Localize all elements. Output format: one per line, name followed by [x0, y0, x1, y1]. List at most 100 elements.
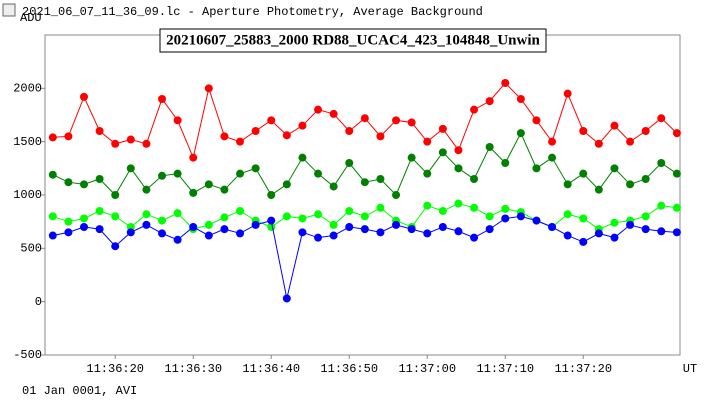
point [641, 127, 650, 135]
x-tick-label: 11:36:30 [164, 362, 222, 376]
point [345, 207, 354, 215]
point [142, 220, 151, 229]
point [189, 153, 198, 162]
point [236, 169, 245, 178]
point [251, 127, 260, 135]
point [594, 185, 603, 194]
y-axis-label: ADU [20, 11, 42, 25]
point [485, 97, 494, 106]
point [111, 212, 120, 221]
point [220, 132, 229, 141]
point [80, 214, 89, 223]
point [376, 175, 385, 183]
x-tick-label: 11:37:20 [554, 362, 612, 376]
point [563, 231, 572, 240]
point [329, 182, 338, 191]
point [438, 223, 447, 231]
point [501, 159, 510, 167]
point [298, 121, 307, 130]
point [267, 216, 276, 225]
point [345, 127, 354, 135]
point [189, 223, 198, 231]
point [64, 217, 73, 226]
point [626, 220, 635, 229]
footer: 01 Jan 0001, AVI [22, 384, 137, 398]
point [267, 191, 276, 199]
point [501, 214, 510, 223]
point [95, 225, 104, 234]
point [501, 79, 510, 87]
y-tick-label: 0 [35, 295, 42, 309]
y-tick-label: -500 [13, 348, 42, 362]
point [329, 231, 338, 240]
x-tick-label: 11:36:40 [242, 362, 300, 376]
point [579, 237, 588, 246]
app-icon [2, 3, 16, 17]
point [657, 227, 666, 236]
x-tick-label: 11:36:20 [86, 362, 144, 376]
point [173, 116, 182, 125]
point [251, 164, 260, 173]
point [516, 95, 525, 103]
point [579, 169, 588, 178]
point [64, 228, 73, 237]
point [111, 191, 120, 199]
point [126, 164, 135, 173]
point [329, 220, 338, 229]
point [204, 84, 213, 93]
point [423, 137, 432, 146]
point [392, 191, 401, 199]
point [407, 153, 416, 162]
point [173, 169, 182, 178]
y-tick-label: 1500 [13, 135, 42, 149]
point [470, 203, 479, 212]
point [298, 153, 307, 162]
point [80, 223, 89, 231]
point [579, 214, 588, 223]
x-tick-label: 11:37:10 [476, 362, 534, 376]
point [579, 127, 588, 135]
point [454, 164, 463, 173]
point [423, 169, 432, 178]
point [282, 294, 291, 303]
point [158, 229, 167, 238]
point [360, 225, 369, 234]
point [641, 212, 650, 221]
point [626, 137, 635, 146]
point [64, 178, 73, 187]
point [392, 116, 401, 125]
point [158, 216, 167, 225]
point [314, 233, 323, 242]
title-box [159, 28, 547, 53]
point [563, 210, 572, 219]
point [485, 212, 494, 221]
point [95, 127, 104, 135]
point [532, 164, 541, 173]
point [454, 199, 463, 208]
point [407, 225, 416, 234]
point [610, 164, 619, 173]
point [454, 146, 463, 155]
point [548, 153, 557, 162]
point [314, 210, 323, 219]
point [610, 233, 619, 242]
point [657, 159, 666, 167]
point [548, 137, 557, 146]
x-tick-label: 11:36:50 [320, 362, 378, 376]
point [532, 216, 541, 225]
point [204, 220, 213, 229]
point [220, 185, 229, 194]
point [220, 213, 229, 222]
point [360, 212, 369, 221]
x-tick-label: 11:37:00 [398, 362, 456, 376]
point [438, 148, 447, 157]
point [142, 185, 151, 194]
point [329, 109, 338, 118]
point [548, 223, 557, 231]
y-tick-label: 1000 [13, 188, 42, 202]
point [298, 228, 307, 237]
point [80, 92, 89, 101]
point [298, 214, 307, 223]
point [236, 229, 245, 238]
